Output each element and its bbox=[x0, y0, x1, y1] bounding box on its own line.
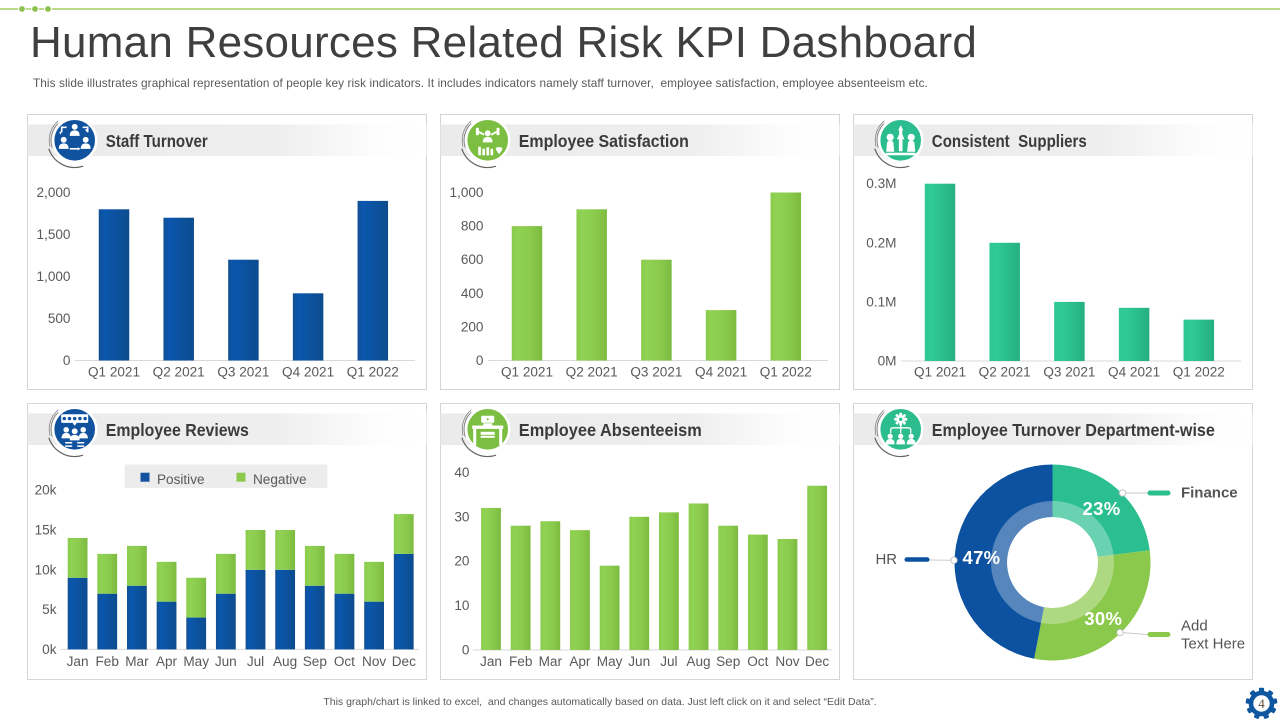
svg-text:400: 400 bbox=[461, 285, 484, 300]
svg-text:Apr: Apr bbox=[569, 654, 591, 669]
svg-text:Aug: Aug bbox=[686, 654, 710, 669]
svg-text:Sep: Sep bbox=[716, 654, 740, 669]
svg-text:Jan: Jan bbox=[67, 654, 89, 669]
svg-text:Nov: Nov bbox=[775, 654, 799, 669]
svg-text:0: 0 bbox=[462, 643, 470, 658]
svg-text:0.1M: 0.1M bbox=[866, 294, 896, 309]
svg-text:Finance: Finance bbox=[1181, 485, 1238, 502]
svg-text:Jun: Jun bbox=[628, 654, 650, 669]
svg-text:Employee Satisfaction: Employee Satisfaction bbox=[519, 130, 689, 150]
svg-text:10: 10 bbox=[454, 598, 470, 613]
svg-text:Q3 2021: Q3 2021 bbox=[218, 364, 270, 379]
svg-text:Q1 2021: Q1 2021 bbox=[501, 364, 553, 379]
svg-text:20: 20 bbox=[454, 554, 470, 569]
svg-text:0M: 0M bbox=[877, 353, 896, 368]
svg-text:Q4 2021: Q4 2021 bbox=[282, 364, 334, 379]
svg-text:0.3M: 0.3M bbox=[866, 176, 896, 191]
svg-text:Q1 2022: Q1 2022 bbox=[1172, 364, 1224, 379]
svg-text:Sep: Sep bbox=[303, 654, 327, 669]
svg-text:Jan: Jan bbox=[480, 654, 502, 669]
svg-text:May: May bbox=[184, 654, 210, 669]
svg-text:Employee Reviews: Employee Reviews bbox=[106, 420, 249, 440]
svg-text:0: 0 bbox=[476, 353, 484, 368]
svg-text:HR: HR bbox=[875, 551, 897, 568]
svg-text:Employee Absenteeism: Employee Absenteeism bbox=[519, 420, 702, 440]
svg-text:Nov: Nov bbox=[362, 654, 386, 669]
svg-text:23%: 23% bbox=[1082, 498, 1120, 519]
svg-text:Jun: Jun bbox=[215, 654, 237, 669]
svg-text:30%: 30% bbox=[1084, 608, 1122, 629]
svg-text:Q3 2021: Q3 2021 bbox=[1043, 364, 1095, 379]
svg-text:Staff Turnover: Staff Turnover bbox=[106, 130, 208, 150]
svg-text:Q1 2021: Q1 2021 bbox=[914, 364, 966, 379]
svg-text:Aug: Aug bbox=[273, 654, 297, 669]
svg-text:1,500: 1,500 bbox=[37, 227, 71, 242]
svg-text:20k: 20k bbox=[35, 483, 57, 498]
svg-text:5k: 5k bbox=[42, 602, 57, 617]
svg-text:Mar: Mar bbox=[539, 654, 563, 669]
svg-text:Negative: Negative bbox=[253, 472, 307, 487]
svg-text:Q2 2021: Q2 2021 bbox=[566, 364, 618, 379]
svg-text:May: May bbox=[597, 654, 623, 669]
svg-text:Oct: Oct bbox=[334, 654, 355, 669]
svg-text:Dec: Dec bbox=[392, 654, 416, 669]
svg-text:Oct: Oct bbox=[747, 654, 768, 669]
svg-text:Consistent Suppliers: Consistent Suppliers bbox=[931, 130, 1086, 150]
svg-text:800: 800 bbox=[461, 218, 484, 233]
svg-text:Q2 2021: Q2 2021 bbox=[153, 364, 205, 379]
svg-text:500: 500 bbox=[48, 311, 71, 326]
svg-text:0.2M: 0.2M bbox=[866, 235, 896, 250]
svg-text:Q1 2021: Q1 2021 bbox=[88, 364, 140, 379]
svg-text:10k: 10k bbox=[35, 563, 57, 578]
svg-text:Add: Add bbox=[1181, 618, 1208, 635]
svg-text:0: 0 bbox=[63, 353, 71, 368]
svg-text:Q1 2022: Q1 2022 bbox=[347, 364, 399, 379]
svg-text:40: 40 bbox=[454, 465, 470, 480]
svg-text:Text Here: Text Here bbox=[1181, 636, 1245, 653]
svg-text:Employee Turnover Department-w: Employee Turnover Department-wise bbox=[931, 420, 1214, 440]
svg-text:47%: 47% bbox=[962, 547, 1000, 568]
svg-text:Dec: Dec bbox=[805, 654, 829, 669]
svg-text:Jul: Jul bbox=[247, 654, 264, 669]
svg-text:Mar: Mar bbox=[126, 654, 150, 669]
svg-text:200: 200 bbox=[461, 319, 484, 334]
svg-text:1,000: 1,000 bbox=[37, 269, 71, 284]
svg-text:Apr: Apr bbox=[156, 654, 178, 669]
svg-text:1,000: 1,000 bbox=[450, 185, 484, 200]
svg-text:600: 600 bbox=[461, 252, 484, 267]
svg-text:15k: 15k bbox=[35, 523, 57, 538]
svg-text:Feb: Feb bbox=[96, 654, 119, 669]
svg-text:Feb: Feb bbox=[509, 654, 532, 669]
svg-text:Q3 2021: Q3 2021 bbox=[630, 364, 682, 379]
svg-text:Q1 2022: Q1 2022 bbox=[760, 364, 812, 379]
svg-text:Q4 2021: Q4 2021 bbox=[1108, 364, 1160, 379]
svg-text:Q4 2021: Q4 2021 bbox=[695, 364, 747, 379]
svg-text:30: 30 bbox=[454, 510, 470, 525]
svg-text:0k: 0k bbox=[42, 642, 57, 657]
svg-text:Jul: Jul bbox=[660, 654, 677, 669]
svg-text:Positive: Positive bbox=[157, 472, 205, 487]
svg-text:4: 4 bbox=[1258, 696, 1265, 711]
svg-text:Q2 2021: Q2 2021 bbox=[978, 364, 1030, 379]
svg-text:2,000: 2,000 bbox=[37, 185, 71, 200]
